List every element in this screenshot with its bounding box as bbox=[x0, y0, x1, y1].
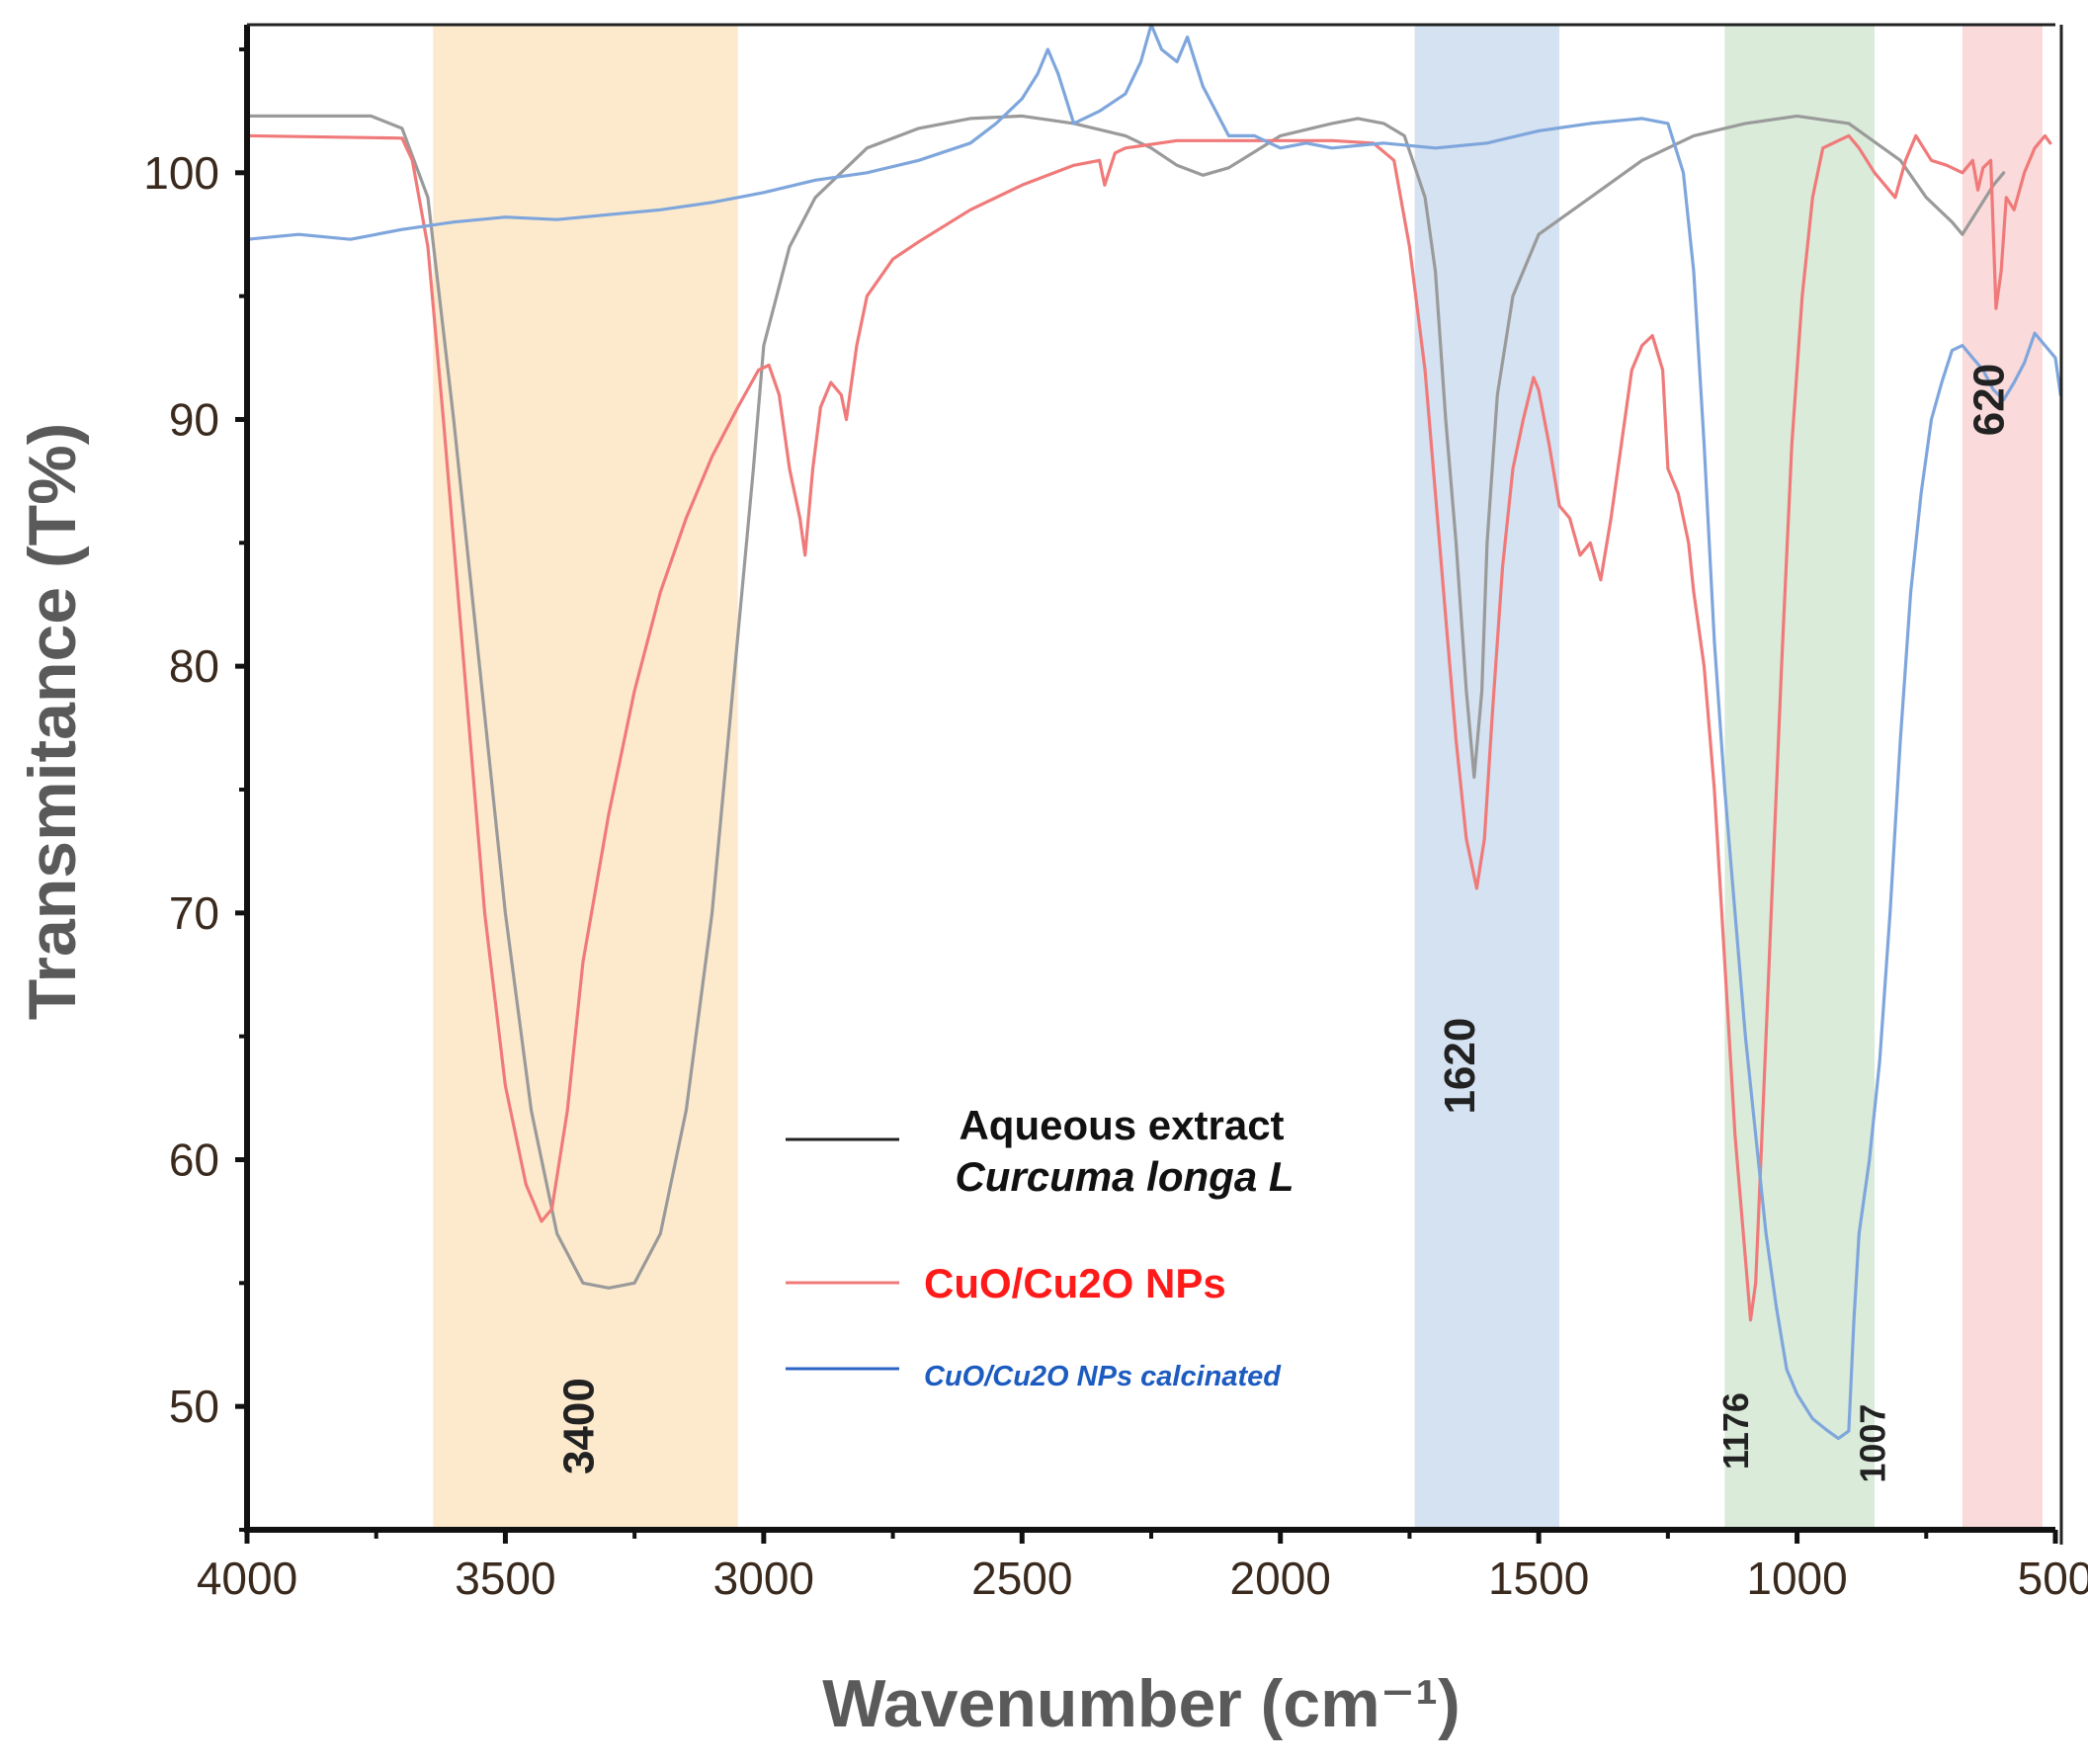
annotation-1007: 1007 bbox=[1853, 1404, 1893, 1483]
y-tick-label: 50 bbox=[169, 1381, 219, 1432]
band-1176 bbox=[1724, 25, 1875, 1530]
legend: Aqueous extract Curcuma longa L CuO/Cu2O N… bbox=[786, 1102, 1295, 1392]
ticks-layer: 50 60 70 80 90 100 4000 3500 3000 2500 2000 1500 100… bbox=[143, 46, 2088, 1604]
legend-label-cuo: CuO/Cu2O NPs bbox=[924, 1260, 1226, 1306]
bands-layer bbox=[433, 25, 2043, 1530]
y-tick-label: 80 bbox=[169, 640, 219, 692]
x-tick-label: 3000 bbox=[713, 1553, 814, 1604]
annotation-1176: 1176 bbox=[1715, 1392, 1756, 1470]
band-3400 bbox=[433, 25, 738, 1530]
series-line-1 bbox=[245, 114, 2006, 1290]
x-tick-label: 1000 bbox=[1746, 1553, 1847, 1604]
y-tick-label: 60 bbox=[169, 1134, 219, 1185]
series-line-3 bbox=[245, 23, 2062, 1441]
x-axis-title: Wavenumber (cm⁻¹) bbox=[822, 1666, 1460, 1741]
legend-label-calcinated: CuO/Cu2O NPs calcinated bbox=[924, 1361, 1282, 1392]
y-tick-label: 70 bbox=[169, 887, 219, 939]
x-tick-label: 2000 bbox=[1230, 1553, 1331, 1604]
series-layer bbox=[245, 23, 2062, 1441]
y-axis-title: Transmitance (T%) bbox=[15, 423, 90, 1021]
x-tick-label: 3500 bbox=[455, 1553, 555, 1604]
annotation-1620: 1620 bbox=[1436, 1018, 1484, 1115]
legend-label-curcuma: Curcuma longa L bbox=[955, 1153, 1294, 1200]
annotation-3400: 3400 bbox=[554, 1378, 603, 1474]
x-tick-label: 1500 bbox=[1488, 1553, 1589, 1604]
legend-label-aqueous: Aqueous extract bbox=[959, 1102, 1284, 1148]
y-tick-label: 100 bbox=[143, 147, 219, 199]
x-tick-label: 500 bbox=[2018, 1553, 2088, 1604]
y-tick-label: 90 bbox=[169, 393, 219, 445]
x-tick-label: 4000 bbox=[197, 1553, 297, 1604]
band-620 bbox=[1962, 25, 2043, 1530]
annotations-layer: 3400 1620 1176 1007 620 bbox=[554, 364, 2013, 1483]
x-tick-label: 2500 bbox=[971, 1553, 1072, 1604]
annotation-620: 620 bbox=[1965, 364, 2014, 436]
series-line-2 bbox=[245, 133, 2052, 1322]
